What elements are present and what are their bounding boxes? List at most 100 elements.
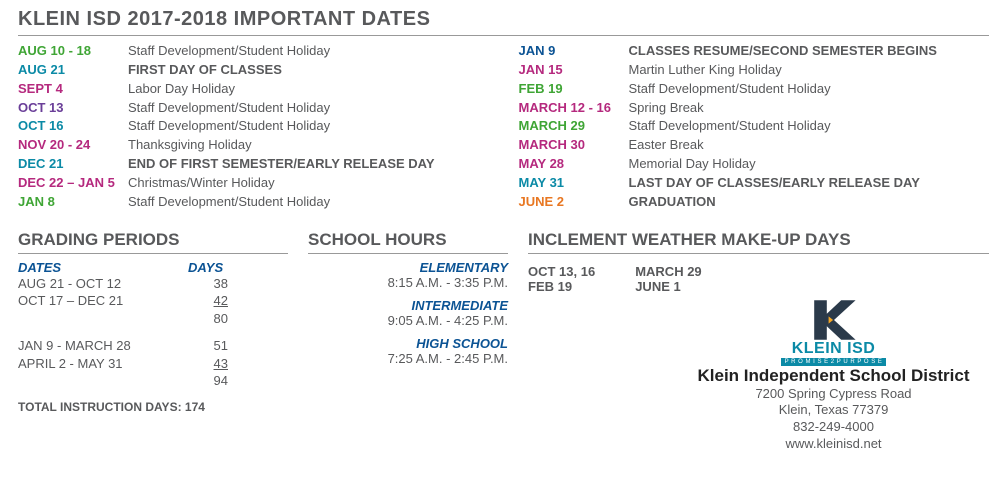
inclement-weather: INCLEMENT WEATHER MAKE-UP DAYS OCT 13, 1…: [528, 230, 989, 454]
grading-row: APRIL 2 - MAY 3143: [18, 355, 288, 373]
weather-date: MARCH 29: [635, 264, 701, 279]
grading-range: AUG 21 - OCT 12: [18, 275, 188, 293]
klein-logo-icon: [807, 300, 861, 340]
date-row: JUNE 2GRADUATION: [519, 193, 990, 212]
date-row: JAN 15Martin Luther King Holiday: [519, 61, 990, 80]
grading-days: 42: [188, 292, 228, 310]
total-instruction-days: TOTAL INSTRUCTION DAYS: 174: [18, 400, 288, 414]
date-row: MAY 28Memorial Day Holiday: [519, 155, 990, 174]
date-desc: Thanksgiving Holiday: [128, 136, 489, 155]
grading-periods: GRADING PERIODS DATES DAYS AUG 21 - OCT …: [18, 230, 288, 454]
weather-col-1: OCT 13, 16FEB 19: [528, 264, 595, 294]
logo-tagline: P R O M I S E 2 P U R P O S E: [781, 358, 887, 366]
date-desc: LAST DAY OF CLASSES/EARLY RELEASE DAY: [629, 174, 990, 193]
lower-sections: GRADING PERIODS DATES DAYS AUG 21 - OCT …: [18, 230, 989, 454]
grading-range: APRIL 2 - MAY 31: [18, 355, 188, 373]
weather-dates: OCT 13, 16FEB 19 MARCH 29JUNE 1: [528, 264, 702, 294]
district-addr2: Klein, Texas 77379: [678, 402, 989, 419]
date-desc: Staff Development/Student Holiday: [629, 80, 990, 99]
hours-title: SCHOOL HOURS: [308, 230, 508, 253]
logo-text: KLEIN ISD: [792, 340, 876, 358]
date-desc: Staff Development/Student Holiday: [128, 42, 489, 61]
date-label: JUNE 2: [519, 193, 629, 212]
date-label: AUG 21: [18, 61, 128, 80]
hours-block: INTERMEDIATE9:05 A.M. - 4:25 P.M.: [308, 298, 508, 328]
dates-column-left: AUG 10 - 18Staff Development/Student Hol…: [18, 42, 489, 212]
weather-date: FEB 19: [528, 279, 595, 294]
date-row: OCT 16Staff Development/Student Holiday: [18, 117, 489, 136]
date-row: MARCH 29Staff Development/Student Holida…: [519, 117, 990, 136]
date-desc: FIRST DAY OF CLASSES: [128, 61, 489, 80]
hours-body: ELEMENTARY8:15 A.M. - 3:35 P.M. INTERMEDI…: [308, 260, 508, 366]
date-label: FEB 19: [519, 80, 629, 99]
weather-divider: [528, 253, 989, 254]
date-row: MARCH 12 - 16Spring Break: [519, 99, 990, 118]
grading-head-days: DAYS: [188, 260, 223, 275]
district-name: Klein Independent School District: [678, 366, 989, 386]
date-desc: Staff Development/Student Holiday: [629, 117, 990, 136]
grading-range: [18, 310, 188, 328]
title-divider: [18, 35, 989, 36]
date-row: AUG 10 - 18Staff Development/Student Hol…: [18, 42, 489, 61]
hours-level-time: 7:25 A.M. - 2:45 P.M.: [308, 351, 508, 366]
date-row: JAN 9CLASSES RESUME/SECOND SEMESTER BEGI…: [519, 42, 990, 61]
hours-block: HIGH SCHOOL7:25 A.M. - 2:45 P.M.: [308, 336, 508, 366]
important-dates: AUG 10 - 18Staff Development/Student Hol…: [18, 42, 989, 212]
date-row: FEB 19Staff Development/Student Holiday: [519, 80, 990, 99]
date-desc: CLASSES RESUME/SECOND SEMESTER BEGINS: [629, 42, 990, 61]
page-title: KLEIN ISD 2017-2018 IMPORTANT DATES: [18, 8, 989, 35]
date-row: OCT 13Staff Development/Student Holiday: [18, 99, 489, 118]
grading-range: [18, 372, 188, 390]
hours-divider: [308, 253, 508, 254]
grading-range: JAN 9 - MARCH 28: [18, 337, 188, 355]
date-row: SEPT 4Labor Day Holiday: [18, 80, 489, 99]
date-label: MAY 31: [519, 174, 629, 193]
district-logo: KLEIN ISD P R O M I S E 2 P U R P O S E: [678, 300, 989, 366]
hours-level-time: 9:05 A.M. - 4:25 P.M.: [308, 313, 508, 328]
date-label: DEC 21: [18, 155, 128, 174]
date-label: MAY 28: [519, 155, 629, 174]
date-label: OCT 13: [18, 99, 128, 118]
grading-row: OCT 17 – DEC 2142: [18, 292, 288, 310]
date-label: MARCH 30: [519, 136, 629, 155]
date-desc: Staff Development/Student Holiday: [128, 99, 489, 118]
date-label: JAN 9: [519, 42, 629, 61]
date-desc: Labor Day Holiday: [128, 80, 489, 99]
date-label: MARCH 29: [519, 117, 629, 136]
weather-date: JUNE 1: [635, 279, 701, 294]
weather-col-2: MARCH 29JUNE 1: [635, 264, 701, 294]
date-row: NOV 20 - 24Thanksgiving Holiday: [18, 136, 489, 155]
grading-row: JAN 9 - MARCH 2851: [18, 337, 288, 355]
date-label: JAN 8: [18, 193, 128, 212]
district-info: KLEIN ISD P R O M I S E 2 P U R P O S E …: [678, 300, 989, 454]
grading-row: 80: [18, 310, 288, 328]
hours-level-label: ELEMENTARY: [308, 260, 508, 275]
date-desc: Martin Luther King Holiday: [629, 61, 990, 80]
hours-level-label: INTERMEDIATE: [308, 298, 508, 313]
hours-level-time: 8:15 A.M. - 3:35 P.M.: [308, 275, 508, 290]
date-desc: Spring Break: [629, 99, 990, 118]
grading-divider: [18, 253, 288, 254]
weather-title: INCLEMENT WEATHER MAKE-UP DAYS: [528, 230, 989, 253]
date-desc: END OF FIRST SEMESTER/EARLY RELEASE DAY: [128, 155, 489, 174]
grading-semester-1: AUG 21 - OCT 1238OCT 17 – DEC 214280: [18, 275, 288, 328]
date-desc: Easter Break: [629, 136, 990, 155]
grading-days: 38: [188, 275, 228, 293]
school-hours: SCHOOL HOURS ELEMENTARY8:15 A.M. - 3:35 …: [308, 230, 508, 454]
date-row: AUG 21FIRST DAY OF CLASSES: [18, 61, 489, 80]
district-addr1: 7200 Spring Cypress Road: [678, 386, 989, 403]
date-label: AUG 10 - 18: [18, 42, 128, 61]
date-row: MAY 31LAST DAY OF CLASSES/EARLY RELEASE …: [519, 174, 990, 193]
hours-block: ELEMENTARY8:15 A.M. - 3:35 P.M.: [308, 260, 508, 290]
grading-days: 94: [188, 372, 228, 390]
date-row: DEC 21END OF FIRST SEMESTER/EARLY RELEAS…: [18, 155, 489, 174]
district-phone: 832-249-4000: [678, 419, 989, 436]
grading-days: 51: [188, 337, 228, 355]
date-label: JAN 15: [519, 61, 629, 80]
date-desc: Staff Development/Student Holiday: [128, 193, 489, 212]
weather-date: OCT 13, 16: [528, 264, 595, 279]
date-label: NOV 20 - 24: [18, 136, 128, 155]
date-label: OCT 16: [18, 117, 128, 136]
date-label: SEPT 4: [18, 80, 128, 99]
grading-days: 80: [188, 310, 228, 328]
